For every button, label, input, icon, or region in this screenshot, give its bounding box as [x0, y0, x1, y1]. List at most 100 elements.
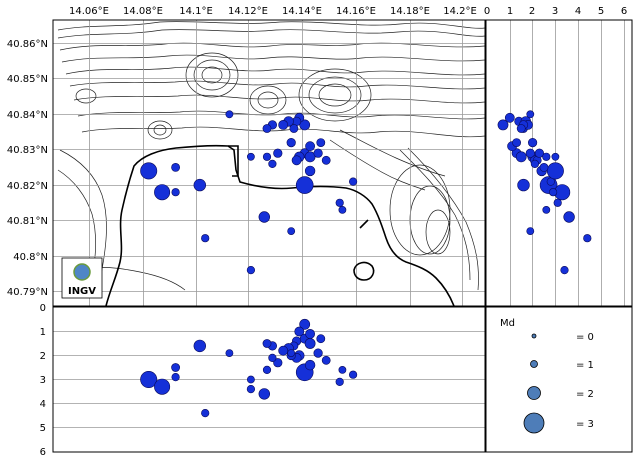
topographic-contours — [57, 21, 485, 291]
depth-tick: 2 — [40, 351, 46, 362]
map-grid — [53, 20, 485, 306]
earthquake-depth-point — [262, 339, 272, 348]
lon-tick-labels: 14.06°E 14.08°E 14.1°E 14.12°E 14.14°E 1… — [69, 6, 477, 17]
earthquake-epicenter — [246, 266, 255, 275]
earthquake-depth-point — [583, 234, 592, 243]
earthquake-depth-point — [539, 162, 549, 172]
lon-tick: 14.2°E — [443, 6, 477, 17]
map-earthquakes — [140, 110, 358, 275]
earthquake-depth-point — [516, 124, 526, 133]
earthquake-epicenter — [304, 151, 316, 163]
earthquake-epicenter — [246, 152, 255, 161]
earthquake-depth-point — [268, 353, 277, 363]
depth-tick: 0 — [40, 303, 46, 314]
coastline — [105, 144, 455, 306]
legend-title: Md — [500, 318, 515, 329]
earthquake-depth-point — [542, 205, 551, 214]
lat-tick: 40.85°N — [7, 74, 48, 85]
earthquake-depth-point — [338, 365, 347, 374]
lon-tick: 14.14°E — [282, 6, 322, 17]
earthquake-epicenter — [289, 124, 299, 133]
lat-tick: 40.84°N — [7, 110, 48, 121]
earthquake-depth-point — [262, 365, 272, 375]
depth-tick: 3 — [552, 6, 558, 17]
earthquake-epicenter — [193, 178, 207, 192]
earthquake-depth-point — [154, 378, 171, 395]
earthquake-depth-point — [273, 358, 283, 368]
earthquake-epicenter — [262, 152, 272, 161]
earthquake-depth-point — [497, 119, 509, 131]
depth-tick: 5 — [598, 6, 604, 17]
lat-tick: 40.82°N — [7, 181, 48, 192]
earthquake-depth-point — [287, 349, 296, 357]
earthquake-depth-point — [542, 152, 551, 161]
earthquake-depth-point — [504, 112, 515, 123]
earthquake-epicenter — [299, 119, 311, 131]
depth-tick: 2 — [529, 6, 535, 17]
earthquake-epicenter — [268, 159, 277, 168]
earthquake-depth-point — [225, 349, 234, 357]
lat-tick: 40.83°N — [7, 145, 48, 156]
earthquake-epicenter — [349, 177, 358, 186]
earthquake-depth-point — [140, 370, 158, 388]
lat-depth-profile: 0 1 2 3 4 5 6 — [484, 6, 633, 307]
epicenter-map: INGV 14.06°E 14.08°E 14.1°E 14.12°E 14.1… — [7, 6, 486, 307]
depth-tick: 3 — [40, 375, 46, 386]
lon-tick: 14.1°E — [179, 6, 213, 17]
earthquake-depth-point — [316, 334, 326, 344]
earthquake-epicenter — [171, 188, 180, 197]
lon-tick: 14.12°E — [228, 6, 268, 17]
earthquake-depth-point — [525, 148, 535, 158]
earthquake-depth-point — [560, 266, 569, 275]
lon-tick: 14.08°E — [123, 6, 163, 17]
earthquake-depth-point — [553, 198, 562, 207]
right-profile-ticks: 0 1 2 3 4 5 6 — [484, 6, 627, 17]
depth-tick: 6 — [621, 6, 627, 17]
earthquake-epicenter — [286, 138, 296, 148]
depth-tick: 5 — [40, 423, 46, 434]
profile-earthquakes-lon — [140, 318, 358, 418]
earthquake-epicenter — [287, 227, 296, 235]
earthquake-depth-point — [305, 328, 315, 339]
legend-symbol-md2 — [527, 386, 541, 400]
bottom-profile-ticks: 0 1 2 3 4 5 6 — [40, 303, 46, 458]
earthquake-epicenter — [262, 124, 272, 133]
earthquake-depth-point — [526, 110, 535, 119]
lon-depth-profile: 0 1 2 3 4 5 6 — [40, 303, 486, 458]
earthquake-depth-point — [534, 148, 545, 158]
earthquake-depth-point — [321, 355, 331, 365]
profile-earthquakes-lat — [497, 110, 592, 275]
depth-tick: 4 — [575, 6, 581, 17]
lat-tick: 40.8°N — [13, 252, 48, 263]
earthquake-depth-point — [551, 152, 560, 161]
earthquake-depth-point — [278, 345, 289, 356]
depth-tick: 6 — [40, 447, 46, 458]
earthquake-depth-point — [304, 359, 316, 371]
depth-tick: 0 — [484, 6, 490, 17]
earthquake-depth-point — [563, 211, 575, 223]
legend-label-md2: = 2 — [576, 389, 594, 400]
depth-tick: 1 — [507, 6, 513, 17]
earthquake-depth-point — [304, 338, 316, 349]
earthquake-depth-point — [313, 348, 323, 358]
earthquake-depth-point — [515, 151, 527, 163]
harbour-pier — [228, 145, 239, 177]
bottom-profile-grid — [53, 331, 485, 428]
earthquake-depth-point — [201, 409, 210, 418]
earthquake-epicenter — [225, 110, 234, 119]
earthquake-depth-point — [349, 370, 358, 379]
earthquake-epicenter — [321, 155, 331, 165]
earthquake-depth-point — [246, 375, 255, 384]
nisida-island — [353, 261, 375, 281]
earthquake-epicenter — [201, 234, 210, 243]
ingv-logo: INGV — [61, 257, 103, 299]
earthquake-epicenter — [140, 162, 158, 180]
earthquake-epicenter — [313, 148, 323, 158]
lon-tick: 14.06°E — [69, 6, 109, 17]
earthquake-epicenter — [258, 211, 270, 223]
magnitude-legend: Md = 0 = 1 = 2 = 3 — [485, 306, 633, 453]
legend-label-md3: = 3 — [576, 419, 594, 430]
legend-label-md1: = 1 — [576, 360, 594, 371]
earthquake-depth-point — [512, 138, 521, 147]
